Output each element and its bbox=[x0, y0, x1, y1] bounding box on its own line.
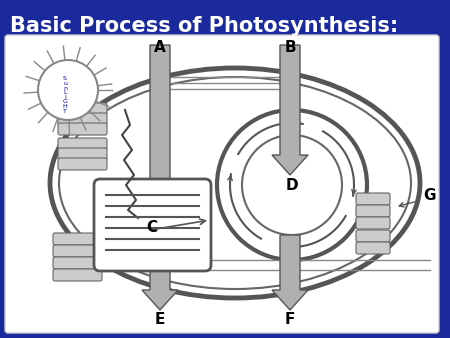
Text: F: F bbox=[285, 313, 295, 328]
FancyBboxPatch shape bbox=[53, 245, 102, 257]
FancyBboxPatch shape bbox=[53, 233, 102, 245]
Circle shape bbox=[242, 135, 342, 235]
FancyBboxPatch shape bbox=[356, 230, 390, 242]
FancyBboxPatch shape bbox=[58, 138, 107, 150]
FancyBboxPatch shape bbox=[356, 205, 390, 217]
FancyBboxPatch shape bbox=[356, 242, 390, 254]
FancyBboxPatch shape bbox=[58, 103, 107, 115]
Text: G: G bbox=[424, 188, 436, 202]
Polygon shape bbox=[272, 45, 308, 175]
Circle shape bbox=[38, 60, 98, 120]
Text: D: D bbox=[286, 177, 298, 193]
FancyBboxPatch shape bbox=[94, 179, 211, 271]
FancyBboxPatch shape bbox=[5, 35, 439, 333]
FancyBboxPatch shape bbox=[58, 123, 107, 135]
Text: S
u
n
L
I
G
H
T: S u n L I G H T bbox=[63, 76, 68, 114]
FancyBboxPatch shape bbox=[58, 148, 107, 160]
FancyBboxPatch shape bbox=[356, 193, 390, 205]
FancyBboxPatch shape bbox=[53, 269, 102, 281]
FancyBboxPatch shape bbox=[58, 113, 107, 125]
FancyBboxPatch shape bbox=[356, 217, 390, 229]
FancyBboxPatch shape bbox=[53, 257, 102, 269]
Polygon shape bbox=[272, 235, 308, 310]
Polygon shape bbox=[142, 225, 178, 310]
Ellipse shape bbox=[50, 68, 420, 298]
Text: Basic Process of Photosynthesis:: Basic Process of Photosynthesis: bbox=[10, 16, 398, 36]
Polygon shape bbox=[142, 45, 178, 215]
Text: B: B bbox=[284, 41, 296, 55]
Text: A: A bbox=[154, 41, 166, 55]
Text: C: C bbox=[146, 220, 158, 236]
FancyBboxPatch shape bbox=[58, 158, 107, 170]
Text: E: E bbox=[155, 313, 165, 328]
Circle shape bbox=[217, 110, 367, 260]
